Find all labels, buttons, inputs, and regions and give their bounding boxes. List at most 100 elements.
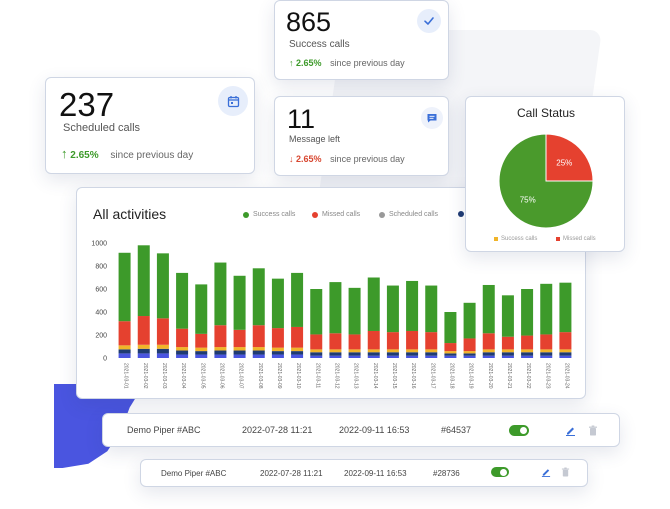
table-row[interactable]: Demo Piper #ABC 2022-07-28 11:21 2022-09… xyxy=(140,459,588,487)
edit-icon[interactable] xyxy=(565,425,576,438)
bar-segment xyxy=(195,354,208,358)
scheduled-delta-text: since previous day xyxy=(110,150,194,161)
bar-segment xyxy=(176,328,189,348)
scheduled-calls-value: 237 xyxy=(59,86,115,123)
x-tick-label: 2021-03-24 xyxy=(563,363,569,389)
x-tick-label: 2021-03-04 xyxy=(180,363,186,389)
bar-segment xyxy=(176,350,189,355)
x-tick-label: 2021-03-12 xyxy=(333,363,339,389)
bar-segment xyxy=(195,351,208,355)
row-enabled-toggle[interactable] xyxy=(491,467,509,477)
x-tick-label: 2021-03-22 xyxy=(525,363,531,389)
bar-segment xyxy=(501,349,514,353)
bar-segment xyxy=(425,332,438,350)
check-icon xyxy=(417,9,441,33)
bar-segment xyxy=(501,295,514,337)
x-tick-label: 2021-03-18 xyxy=(448,363,454,389)
row-created: 2022-07-28 11:21 xyxy=(260,468,323,478)
bar-segment xyxy=(463,338,476,352)
scheduled-calls-label: Scheduled calls xyxy=(63,122,141,134)
success-calls-value: 865 xyxy=(286,7,332,37)
bar-segment xyxy=(291,354,304,358)
bar-segment xyxy=(310,355,323,358)
bar-segment xyxy=(444,312,457,344)
pie-slice xyxy=(498,133,594,229)
message-left-delta: ↓ 2.65% since previous day xyxy=(289,154,405,164)
bar-segment xyxy=(540,334,553,350)
delete-icon[interactable] xyxy=(588,425,598,438)
scheduled-calls-delta: ↑ 2.65% since previous day xyxy=(61,146,193,161)
bar-segment xyxy=(137,344,150,349)
call-status-card: 25% 75% Call Status Success calls Missed … xyxy=(465,96,625,252)
legend-square xyxy=(494,237,498,241)
legend-other xyxy=(458,211,468,217)
bar-segment xyxy=(118,353,131,358)
legend-label: Success calls xyxy=(253,211,296,218)
message-left-card: 11 Message left ↓ 2.65% since previous d… xyxy=(274,96,449,176)
bar-segment xyxy=(156,344,169,349)
activities-chart: 0 200 400 600 800 1000 2021-03-01 2021-03-02 202… xyxy=(91,241,572,389)
bar-segment xyxy=(348,334,361,350)
bar-segment xyxy=(233,347,246,351)
pie-legend-label: Success calls xyxy=(501,236,538,242)
bar-segment xyxy=(156,318,169,345)
bar-segment xyxy=(521,355,534,358)
bar-segment xyxy=(406,349,419,353)
bar-segment xyxy=(252,268,265,326)
bar-segment xyxy=(176,272,189,329)
row-enabled-toggle[interactable] xyxy=(509,425,529,436)
pie-slice xyxy=(545,133,594,182)
x-tick-label: 2021-03-08 xyxy=(257,363,263,389)
x-tick-label: 2021-03-02 xyxy=(142,363,148,389)
pie-legend-missed: Missed calls xyxy=(556,236,596,242)
bar-segment xyxy=(291,272,304,327)
bar-segment xyxy=(118,345,131,350)
bar-segment xyxy=(118,349,131,354)
row-created: 2022-07-28 11:21 xyxy=(242,425,313,435)
bar-segment xyxy=(482,355,495,358)
bar-segment xyxy=(291,351,304,355)
pie-data-label: 25% xyxy=(556,159,572,168)
bar-segment xyxy=(444,355,457,358)
x-tick-label: 2021-03-13 xyxy=(353,363,359,389)
delete-icon[interactable] xyxy=(561,467,570,479)
bar-segment xyxy=(214,350,227,355)
bar-segment xyxy=(386,332,399,350)
bar-segment xyxy=(214,325,227,348)
x-tick-label: 2021-03-05 xyxy=(199,363,205,389)
bar-segment xyxy=(252,347,265,351)
bar-segment xyxy=(137,316,150,345)
success-delta-text: since previous day xyxy=(330,58,405,68)
x-tick-label: 2021-03-21 xyxy=(506,363,512,389)
success-calls-card: 865 Success calls ↑ 2.65% since previous… xyxy=(274,0,449,80)
y-tick-label: 800 xyxy=(95,264,107,271)
bar-segment xyxy=(233,329,246,348)
bar-segment xyxy=(406,330,419,350)
bar-segment xyxy=(559,349,572,353)
edit-icon[interactable] xyxy=(541,467,551,479)
bar-segment xyxy=(540,349,553,353)
y-tick-label: 1000 xyxy=(91,241,107,248)
bar-segment xyxy=(310,334,323,350)
bar-segment xyxy=(329,282,342,334)
bar-segment xyxy=(118,252,131,322)
x-tick-label: 2021-03-01 xyxy=(123,363,129,389)
message-left-label: Message left xyxy=(289,134,341,144)
message-left-value: 11 xyxy=(287,104,316,134)
bar-segment xyxy=(482,352,495,356)
bar-segment xyxy=(271,347,284,352)
bar-segment xyxy=(521,349,534,353)
y-tick-label: 0 xyxy=(103,356,107,363)
bar-segment xyxy=(137,348,150,354)
activities-title: All activities xyxy=(93,206,167,222)
legend-dot xyxy=(379,211,385,218)
bar-segment xyxy=(386,352,399,356)
bar-segment xyxy=(214,354,227,358)
bar-segment xyxy=(195,347,208,352)
table-row[interactable]: Demo Piper #ABC 2022-07-28 11:21 2022-09… xyxy=(102,413,620,447)
bar-segment xyxy=(252,350,265,355)
bar-segment xyxy=(367,349,380,353)
bar-segment xyxy=(386,285,399,333)
bar-segment xyxy=(425,355,438,358)
calendar-icon xyxy=(218,86,248,116)
